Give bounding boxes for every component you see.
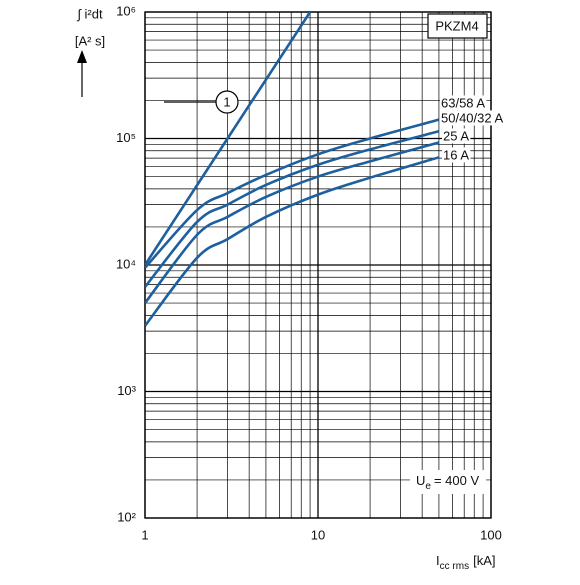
x-label-unit: [kA] [473,553,495,568]
voltage-main: U [416,473,425,488]
label-bg [442,147,471,163]
curve [145,130,440,288]
voltage-label: Ue = 400 V [416,473,479,491]
curve [145,141,440,304]
y-tick-label: 10⁵ [116,130,136,145]
voltage-bg [410,470,486,494]
curve [145,156,440,327]
y-tick-label: 10⁶ [116,3,136,18]
legend-label: 16 A [443,147,469,162]
x-tick-label: 10 [311,527,325,542]
label-bg [440,110,505,126]
x-label-main: I [436,553,440,568]
label-bg [440,95,487,111]
legend-label: 50/40/32 A [441,110,503,125]
box [427,13,488,39]
x-label-sub: cc rms [440,561,469,572]
label-bg [442,128,471,144]
curve [145,12,312,266]
curve [145,118,440,269]
legend-label: 1 [223,94,230,109]
x-tick-label: 1 [141,527,148,542]
voltage-rest: = 400 V [434,473,480,488]
x-label: Icc rms [kA] [436,553,495,571]
legend-label: 25 A [443,128,469,143]
y-label-line1: ∫ i²dt [76,6,103,21]
voltage-sub: e [425,481,431,492]
y-label-line2: [A² s] [75,33,105,48]
y-tick-label: 10³ [117,383,136,398]
box-label: PKZM4 [435,18,478,33]
x-tick-label: 100 [480,527,502,542]
y-arrow-head [77,50,87,63]
legend-label: 63/58 A [441,95,485,110]
y-tick-label: 10² [117,509,136,524]
y-tick-label: 10⁴ [116,256,136,271]
